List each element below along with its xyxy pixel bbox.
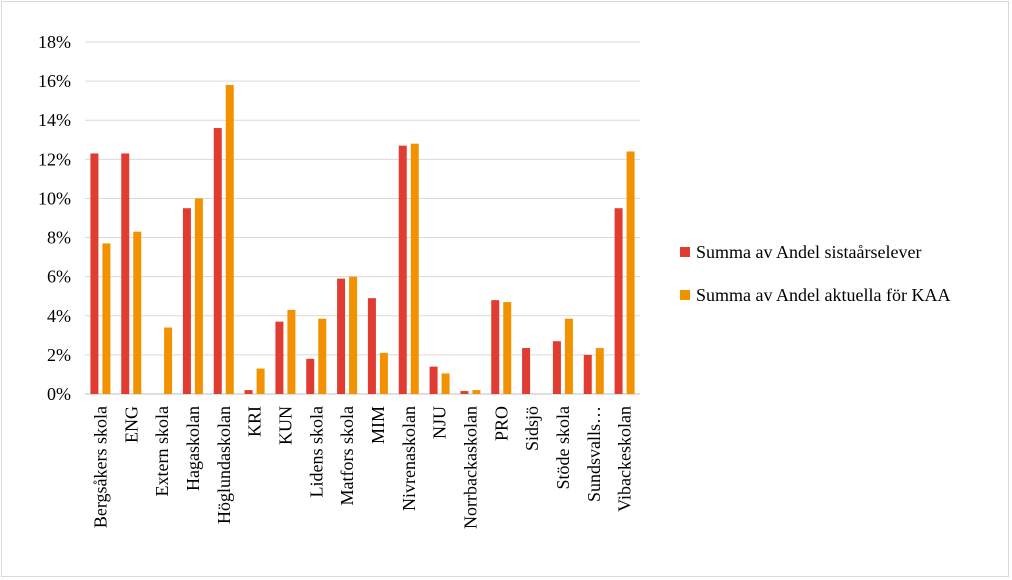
- bar-series-2-16: [595, 348, 604, 394]
- bar-series-1-11: [429, 366, 438, 394]
- x-tick-label: Stöde skola: [553, 406, 573, 490]
- bar-series-2-15: [564, 318, 573, 394]
- y-tick-label: 4%: [47, 306, 71, 326]
- bar-series-1-1: [121, 153, 130, 394]
- bar-series-1-14: [522, 348, 531, 394]
- bar-series-1-13: [491, 300, 500, 394]
- legend-label-series-1: Summa av Andel sistaårselever: [696, 242, 922, 262]
- x-tick-label: Norrbackaskolan: [460, 406, 480, 529]
- gridlines: [85, 41, 640, 395]
- x-tick-label: Lidens skola: [306, 406, 326, 498]
- y-tick-label: 12%: [38, 149, 71, 169]
- x-tick-label: Nivrenaskolan: [399, 406, 419, 511]
- y-tick-label: 14%: [38, 110, 71, 130]
- bar-series-1-17: [614, 208, 623, 394]
- x-tick-label: Sundsvalls…: [584, 406, 604, 502]
- bar-series-1-7: [306, 358, 315, 394]
- bar-series-1-0: [90, 153, 99, 394]
- x-tick-label: KUN: [275, 406, 295, 445]
- bar-series-2-12: [472, 390, 481, 394]
- x-tick-label: ENG: [121, 406, 141, 443]
- bar-series-1-16: [583, 354, 592, 394]
- bar-series-1-4: [213, 128, 222, 395]
- bar-series-1-3: [182, 208, 191, 394]
- x-tick-label: Vibackeskolan: [615, 406, 635, 512]
- y-tick-label: 0%: [47, 384, 71, 404]
- x-tick-label: Extern skola: [152, 406, 172, 496]
- legend: Summa av Andel sistaårselever Summa av A…: [680, 240, 1000, 326]
- bar-series-1-5: [244, 390, 253, 394]
- legend-item-series-2: Summa av Andel aktuella för KAA: [680, 283, 1000, 308]
- bar-series-2-6: [287, 309, 296, 394]
- bar-series-1-15: [552, 341, 561, 394]
- x-tick-label: Sidsjö: [522, 406, 542, 451]
- bar-series-2-10: [410, 143, 419, 394]
- bar-series-2-8: [349, 276, 358, 394]
- bar-series-1-6: [275, 321, 284, 394]
- x-tick-label: KRI: [245, 406, 265, 437]
- bar-series-2-0: [102, 243, 111, 394]
- y-tick-label: 6%: [47, 267, 71, 287]
- x-tick-label: Matfors skola: [337, 406, 357, 505]
- bar-series-2-4: [225, 85, 234, 395]
- bar-series-1-9: [367, 298, 376, 394]
- x-tick-label: Hagaskolan: [183, 406, 203, 491]
- y-tick-label: 16%: [38, 71, 71, 91]
- x-tick-label: Höglundaskolan: [214, 406, 234, 524]
- bar-series-2-2: [164, 327, 173, 394]
- legend-item-series-1: Summa av Andel sistaårselever: [680, 240, 1000, 265]
- bar-series-2-9: [379, 352, 388, 394]
- bar-series-1-12: [460, 391, 469, 394]
- bar-series-2-17: [626, 151, 635, 394]
- bar-series-2-1: [133, 231, 142, 394]
- bar-series-1-8: [337, 278, 346, 394]
- y-tick-label: 2%: [47, 345, 71, 365]
- x-axis-tick-labels: Bergsåkers skola ENG Extern skola Hagaskola…: [90, 406, 634, 529]
- x-tick-label: PRO: [491, 406, 511, 441]
- bar-series-2-3: [194, 198, 203, 394]
- legend-swatch-series-2: [680, 290, 690, 300]
- legend-swatch-series-1: [680, 247, 690, 257]
- x-tick-label: NJU: [430, 406, 450, 439]
- y-tick-label: 18%: [38, 32, 71, 52]
- legend-label-series-2: Summa av Andel aktuella för KAA: [696, 285, 951, 305]
- bar-series-1-10: [398, 145, 407, 394]
- bar-series-2-5: [256, 368, 265, 394]
- x-tick-label: Bergsåkers skola: [90, 406, 110, 528]
- bars: [90, 85, 635, 395]
- x-tick-label: MIM: [368, 406, 388, 444]
- bar-series-2-13: [503, 302, 512, 394]
- y-axis-tick-labels: 0% 2% 4% 6% 8% 10% 12% 14% 16% 18%: [38, 32, 71, 404]
- y-tick-label: 8%: [47, 228, 71, 248]
- bar-series-2-11: [441, 373, 450, 394]
- bar-series-2-7: [318, 318, 327, 394]
- y-tick-label: 10%: [38, 188, 71, 208]
